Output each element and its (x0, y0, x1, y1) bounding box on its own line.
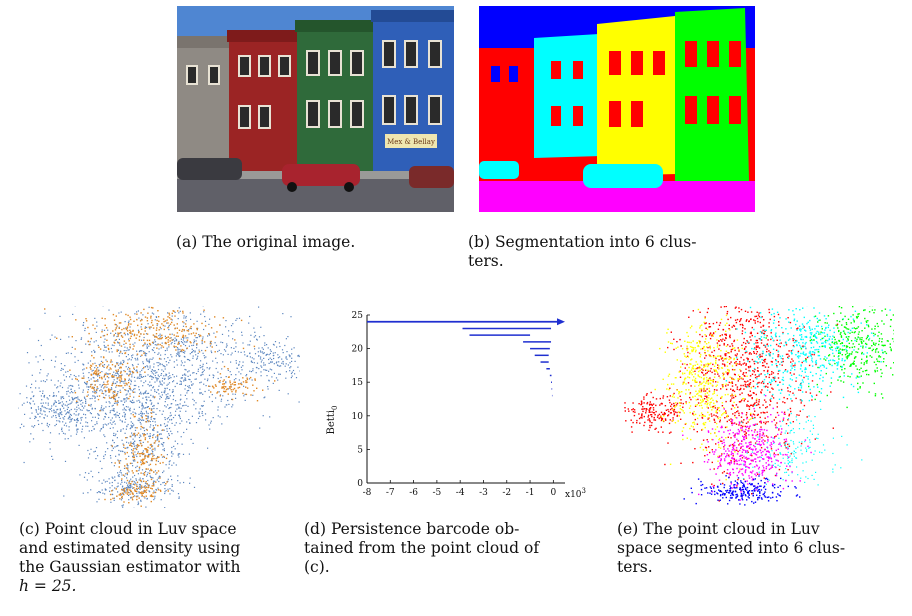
caption-e: (e) The point cloud in Luv space segment… (617, 520, 899, 577)
barcode-bars (367, 318, 565, 397)
shop-sign-text: Mex & Bellay (387, 138, 435, 146)
caption-e-line1: (e) The point cloud in Luv (617, 520, 820, 538)
x-tick-label: -2 (502, 488, 511, 498)
svg-text:x103: x103 (565, 487, 586, 500)
caption-d-line3: (c). (304, 558, 330, 576)
y-axis-label: Betti0 (326, 406, 339, 435)
caption-e-line2: space segmented into 6 clus- (617, 539, 846, 557)
caption-d: (d) Persistence barcode ob- tained from … (304, 520, 614, 577)
y-tick-label: 25 (352, 311, 364, 321)
infinite-bar-arrowhead (557, 318, 565, 326)
caption-c-line4: h = 25. (19, 577, 77, 595)
caption-b-line1: (b) Segmentation into 6 clus- (468, 233, 697, 251)
y-tick-label: 0 (357, 479, 363, 489)
x-tick-label: -6 (409, 488, 418, 498)
original-photo: Mex & Bellay (177, 6, 454, 212)
y-tick-label: 20 (352, 345, 364, 355)
caption-c-line1: (c) Point cloud in Luv space (19, 520, 237, 538)
caption-a: (a) The original image. (176, 233, 356, 251)
x-tick-label: -7 (386, 488, 395, 498)
caption-d-line1: (d) Persistence barcode ob- (304, 520, 520, 538)
density-point-cloud (2, 239, 379, 564)
caption-c: (c) Point cloud in Luv space and estimat… (19, 520, 301, 596)
chart-axes: -8 -7 -6 -5 -4 -3 -2 -1 0 0 5 10 15 20 25 (352, 311, 565, 498)
x-tick-label: 0 (550, 488, 556, 498)
y-tick-label: 10 (352, 412, 364, 422)
y-tick-label: 15 (352, 378, 364, 388)
x-tick-label: -4 (456, 488, 465, 498)
x-tick-label: -8 (363, 488, 372, 498)
x-tick-label: -5 (432, 488, 441, 498)
x-tick-label: -3 (479, 488, 488, 498)
caption-d-line2: tained from the point cloud of (304, 539, 540, 557)
caption-e-line3: ters. (617, 558, 653, 576)
persistence-barcode-chart: -8 -7 -6 -5 -4 -3 -2 -1 0 0 5 10 15 20 25 Betti0 x103 (322, 300, 592, 505)
y-tick-label: 5 (357, 445, 363, 455)
x-tick-label: -1 (526, 488, 535, 498)
x-axis-unit: x103 (565, 487, 586, 500)
caption-c-line2: and estimated density using (19, 539, 241, 557)
caption-b-line2: ters. (468, 252, 504, 270)
segmented-point-cloud (615, 203, 912, 510)
svg-text:Betti0: Betti0 (326, 406, 339, 435)
caption-c-line3: the Gaussian estimator with (19, 558, 241, 576)
segmentation-image (479, 6, 755, 212)
